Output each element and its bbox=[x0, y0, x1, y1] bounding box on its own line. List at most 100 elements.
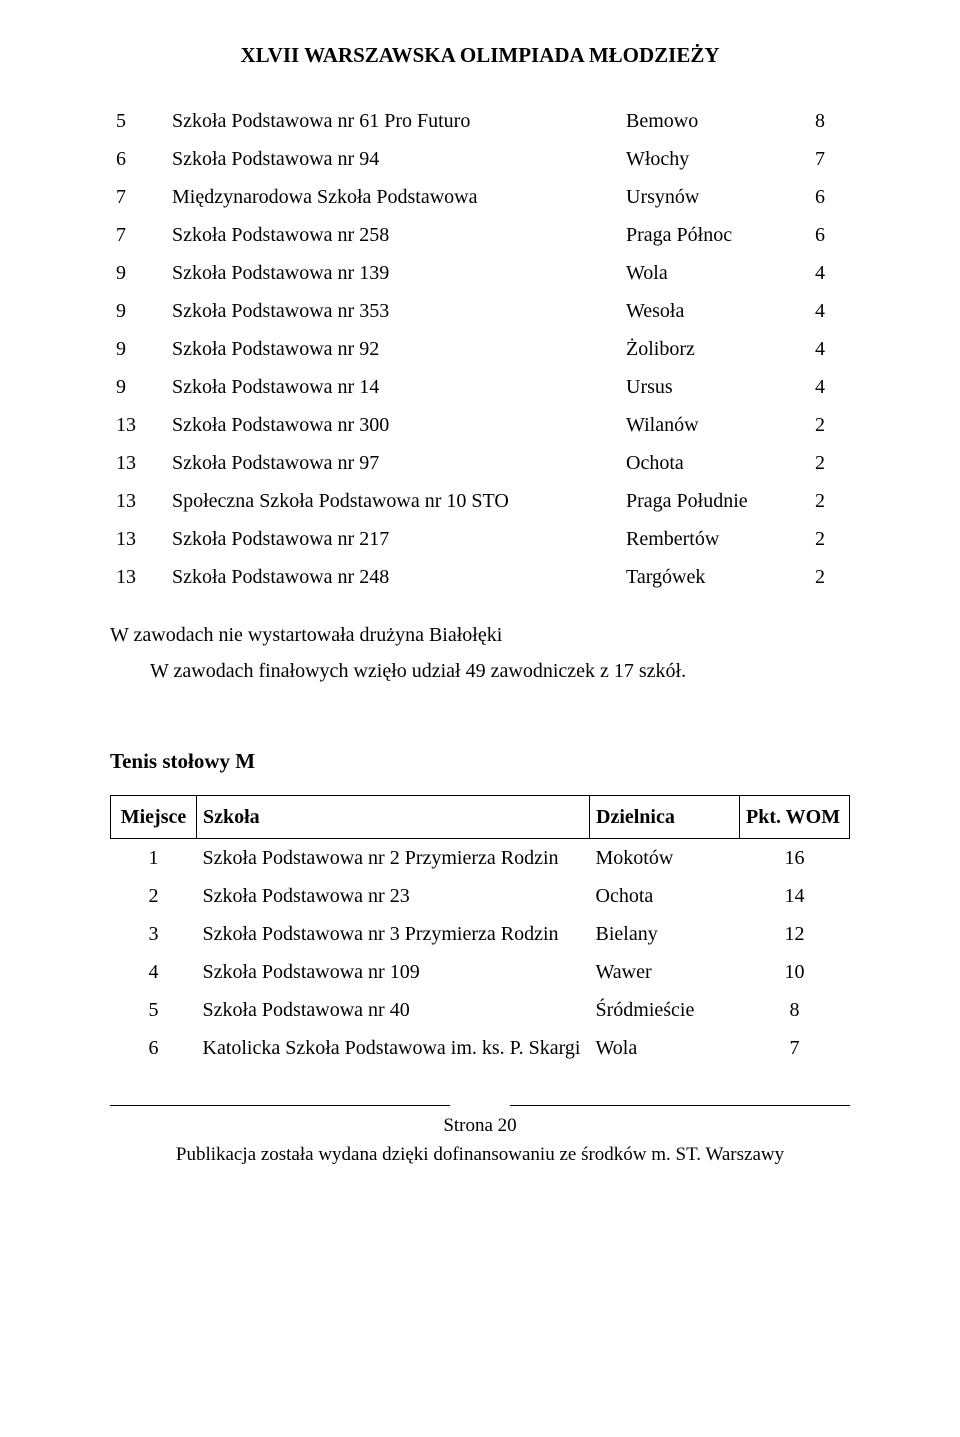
cell-school: Szkoła Podstawowa nr 248 bbox=[166, 558, 620, 596]
cell-rank: 13 bbox=[110, 444, 166, 482]
cell-rank: 5 bbox=[110, 102, 166, 140]
note-participants: W zawodach finałowych wzięło udział 49 z… bbox=[150, 656, 850, 686]
page-title: XLVII WARSZAWSKA OLIMPIADA MŁODZIEŻY bbox=[110, 40, 850, 72]
cell-district: Ursus bbox=[620, 368, 790, 406]
cell-points: 4 bbox=[790, 368, 850, 406]
page-footer: Strona 20 Publikacja została wydana dzię… bbox=[110, 1105, 850, 1169]
table-row: 5Szkoła Podstawowa nr 61 Pro FuturoBemow… bbox=[110, 102, 850, 140]
footer-funding-note: Publikacja została wydana dzięki dofinan… bbox=[110, 1141, 850, 1170]
cell-school: Społeczna Szkoła Podstawowa nr 10 STO bbox=[166, 482, 620, 520]
results-table-tenis-m: Miejsce Szkoła Dzielnica Pkt. WOM 1Szkoł… bbox=[110, 795, 850, 1067]
table-row: 7Międzynarodowa Szkoła PodstawowaUrsynów… bbox=[110, 178, 850, 216]
cell-points: 16 bbox=[740, 839, 850, 878]
cell-points: 2 bbox=[790, 558, 850, 596]
cell-points: 4 bbox=[790, 330, 850, 368]
cell-points: 2 bbox=[790, 406, 850, 444]
cell-rank: 7 bbox=[110, 216, 166, 254]
cell-school: Szkoła Podstawowa nr 23 bbox=[197, 877, 590, 915]
cell-points: 12 bbox=[740, 915, 850, 953]
cell-district: Mokotów bbox=[590, 839, 740, 878]
cell-district: Włochy bbox=[620, 140, 790, 178]
cell-points: 8 bbox=[740, 991, 850, 1029]
cell-rank: 9 bbox=[110, 292, 166, 330]
cell-rank: 2 bbox=[111, 877, 197, 915]
results-table-continuation: 5Szkoła Podstawowa nr 61 Pro FuturoBemow… bbox=[110, 102, 850, 596]
table-row: 13Szkoła Podstawowa nr 217Rembertów2 bbox=[110, 520, 850, 558]
table-row: 5Szkoła Podstawowa nr 40Śródmieście8 bbox=[111, 991, 850, 1029]
table-row: 13Szkoła Podstawowa nr 248Targówek2 bbox=[110, 558, 850, 596]
cell-school: Szkoła Podstawowa nr 2 Przymierza Rodzin bbox=[197, 839, 590, 878]
cell-rank: 6 bbox=[111, 1029, 197, 1067]
cell-rank: 5 bbox=[111, 991, 197, 1029]
cell-district: Śródmieście bbox=[590, 991, 740, 1029]
col-header-pkt: Pkt. WOM bbox=[740, 796, 850, 839]
cell-district: Ursynów bbox=[620, 178, 790, 216]
cell-district: Wawer bbox=[590, 953, 740, 991]
cell-points: 2 bbox=[790, 482, 850, 520]
table-row: 13Szkoła Podstawowa nr 300Wilanów2 bbox=[110, 406, 850, 444]
cell-rank: 13 bbox=[110, 406, 166, 444]
table-row: 3Szkoła Podstawowa nr 3 Przymierza Rodzi… bbox=[111, 915, 850, 953]
col-header-szkola: Szkoła bbox=[197, 796, 590, 839]
cell-district: Rembertów bbox=[620, 520, 790, 558]
cell-points: 4 bbox=[790, 292, 850, 330]
cell-points: 10 bbox=[740, 953, 850, 991]
cell-school: Szkoła Podstawowa nr 14 bbox=[166, 368, 620, 406]
table-row: 9Szkoła Podstawowa nr 92Żoliborz4 bbox=[110, 330, 850, 368]
cell-district: Praga Południe bbox=[620, 482, 790, 520]
cell-points: 7 bbox=[790, 140, 850, 178]
cell-district: Bemowo bbox=[620, 102, 790, 140]
cell-school: Szkoła Podstawowa nr 300 bbox=[166, 406, 620, 444]
cell-rank: 13 bbox=[110, 520, 166, 558]
cell-points: 6 bbox=[790, 216, 850, 254]
note-no-start: W zawodach nie wystartowała drużyna Biał… bbox=[110, 620, 850, 650]
cell-district: Ochota bbox=[620, 444, 790, 482]
cell-district: Wola bbox=[590, 1029, 740, 1067]
cell-points: 2 bbox=[790, 444, 850, 482]
table-row: 2Szkoła Podstawowa nr 23Ochota14 bbox=[111, 877, 850, 915]
cell-points: 6 bbox=[790, 178, 850, 216]
cell-district: Wola bbox=[620, 254, 790, 292]
cell-rank: 3 bbox=[111, 915, 197, 953]
cell-school: Szkoła Podstawowa nr 61 Pro Futuro bbox=[166, 102, 620, 140]
cell-points: 2 bbox=[790, 520, 850, 558]
col-header-dzielnica: Dzielnica bbox=[590, 796, 740, 839]
table-row: 9Szkoła Podstawowa nr 14Ursus4 bbox=[110, 368, 850, 406]
table-row: 4Szkoła Podstawowa nr 109Wawer10 bbox=[111, 953, 850, 991]
footer-page-number: Strona 20 bbox=[110, 1112, 850, 1141]
table-row: 7Szkoła Podstawowa nr 258Praga Północ6 bbox=[110, 216, 850, 254]
table-row: 9Szkoła Podstawowa nr 139Wola4 bbox=[110, 254, 850, 292]
cell-rank: 9 bbox=[110, 330, 166, 368]
cell-school: Szkoła Podstawowa nr 139 bbox=[166, 254, 620, 292]
cell-school: Katolicka Szkoła Podstawowa im. ks. P. S… bbox=[197, 1029, 590, 1067]
cell-district: Ochota bbox=[590, 877, 740, 915]
cell-rank: 9 bbox=[110, 368, 166, 406]
cell-school: Szkoła Podstawowa nr 94 bbox=[166, 140, 620, 178]
cell-school: Szkoła Podstawowa nr 97 bbox=[166, 444, 620, 482]
cell-school: Szkoła Podstawowa nr 353 bbox=[166, 292, 620, 330]
cell-rank: 9 bbox=[110, 254, 166, 292]
cell-school: Szkoła Podstawowa nr 258 bbox=[166, 216, 620, 254]
cell-rank: 13 bbox=[110, 482, 166, 520]
cell-points: 4 bbox=[790, 254, 850, 292]
cell-school: Międzynarodowa Szkoła Podstawowa bbox=[166, 178, 620, 216]
cell-district: Wesoła bbox=[620, 292, 790, 330]
cell-rank: 1 bbox=[111, 839, 197, 878]
cell-rank: 6 bbox=[110, 140, 166, 178]
footer-divider bbox=[110, 1105, 850, 1106]
cell-district: Wilanów bbox=[620, 406, 790, 444]
cell-school: Szkoła Podstawowa nr 109 bbox=[197, 953, 590, 991]
cell-school: Szkoła Podstawowa nr 3 Przymierza Rodzin bbox=[197, 915, 590, 953]
cell-rank: 13 bbox=[110, 558, 166, 596]
cell-points: 7 bbox=[740, 1029, 850, 1067]
cell-points: 14 bbox=[740, 877, 850, 915]
table-row: 9Szkoła Podstawowa nr 353Wesoła4 bbox=[110, 292, 850, 330]
table-row: 1Szkoła Podstawowa nr 2 Przymierza Rodzi… bbox=[111, 839, 850, 878]
cell-district: Żoliborz bbox=[620, 330, 790, 368]
table-row: 6Szkoła Podstawowa nr 94Włochy7 bbox=[110, 140, 850, 178]
cell-school: Szkoła Podstawowa nr 92 bbox=[166, 330, 620, 368]
col-header-miejsce: Miejsce bbox=[111, 796, 197, 839]
cell-district: Praga Północ bbox=[620, 216, 790, 254]
table-row: 6Katolicka Szkoła Podstawowa im. ks. P. … bbox=[111, 1029, 850, 1067]
cell-school: Szkoła Podstawowa nr 40 bbox=[197, 991, 590, 1029]
